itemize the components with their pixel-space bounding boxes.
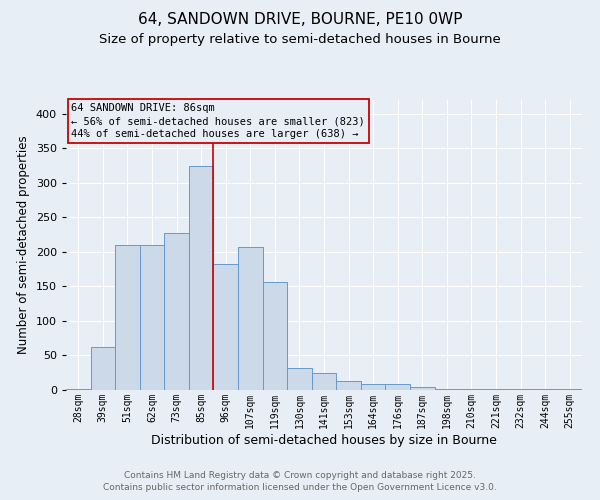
- Bar: [214, 264, 238, 390]
- Text: 64, SANDOWN DRIVE, BOURNE, PE10 0WP: 64, SANDOWN DRIVE, BOURNE, PE10 0WP: [138, 12, 462, 28]
- Y-axis label: Number of semi-detached properties: Number of semi-detached properties: [17, 136, 30, 354]
- Bar: [91, 347, 115, 390]
- Bar: [557, 388, 582, 390]
- Bar: [140, 245, 164, 390]
- Bar: [459, 388, 484, 390]
- Bar: [238, 247, 263, 390]
- Bar: [410, 386, 434, 390]
- Bar: [336, 381, 361, 390]
- Bar: [66, 388, 91, 390]
- Bar: [287, 368, 312, 390]
- Text: 64 SANDOWN DRIVE: 86sqm
← 56% of semi-detached houses are smaller (823)
44% of s: 64 SANDOWN DRIVE: 86sqm ← 56% of semi-de…: [71, 103, 365, 140]
- Text: Size of property relative to semi-detached houses in Bourne: Size of property relative to semi-detach…: [99, 32, 501, 46]
- Bar: [189, 166, 214, 390]
- Bar: [361, 384, 385, 390]
- Bar: [164, 232, 189, 390]
- Bar: [385, 384, 410, 390]
- X-axis label: Distribution of semi-detached houses by size in Bourne: Distribution of semi-detached houses by …: [151, 434, 497, 446]
- Text: Contains HM Land Registry data © Crown copyright and database right 2025.
Contai: Contains HM Land Registry data © Crown c…: [103, 471, 497, 492]
- Bar: [434, 388, 459, 390]
- Bar: [115, 245, 140, 390]
- Bar: [533, 388, 557, 390]
- Bar: [312, 372, 336, 390]
- Bar: [263, 282, 287, 390]
